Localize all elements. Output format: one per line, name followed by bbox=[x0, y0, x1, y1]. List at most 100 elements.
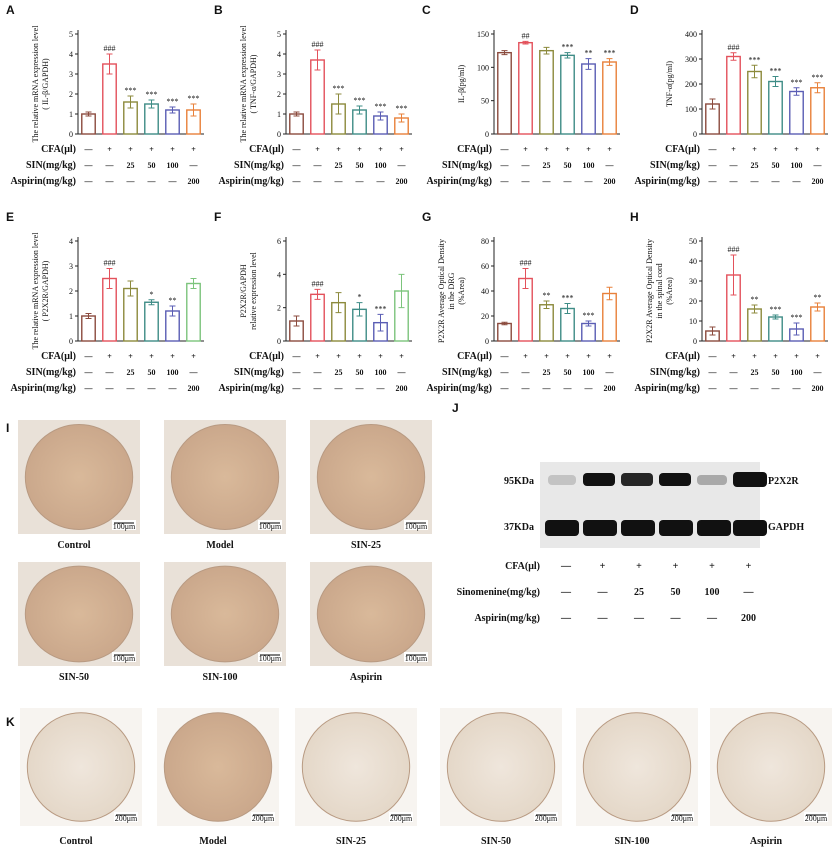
y-tick-label: 0 bbox=[69, 130, 73, 139]
error-bar bbox=[751, 64, 758, 79]
bar bbox=[789, 90, 804, 135]
error-bar bbox=[772, 314, 779, 320]
error-bar bbox=[585, 320, 592, 327]
condition-label: CFA(μl) bbox=[665, 351, 700, 362]
error-bar bbox=[772, 76, 779, 87]
scale-bar-label: 200μm bbox=[535, 814, 558, 823]
error-bar bbox=[585, 58, 592, 70]
y-axis-label: in the DRG bbox=[447, 272, 456, 309]
condition-cell: — bbox=[500, 352, 510, 361]
error-bar bbox=[85, 313, 92, 319]
significance-label: *** bbox=[791, 313, 803, 322]
condition-cell: — bbox=[147, 384, 157, 393]
panel-letter: A bbox=[6, 3, 15, 17]
blot-band bbox=[548, 475, 576, 485]
condition-cell: — bbox=[84, 177, 94, 186]
condition-cell: 100 bbox=[583, 161, 595, 170]
ihc-tissue bbox=[24, 424, 134, 530]
image-label: SIN-50 bbox=[481, 836, 511, 847]
condition-cell: 50 bbox=[148, 368, 156, 377]
blot-band bbox=[733, 472, 767, 487]
condition-cell: — bbox=[670, 613, 682, 624]
condition-cell: + bbox=[544, 352, 549, 361]
condition-cell: — bbox=[189, 368, 199, 377]
condition-cell: + bbox=[336, 352, 341, 361]
condition-cell: — bbox=[708, 145, 718, 154]
condition-cell: 200 bbox=[396, 177, 408, 186]
condition-cell: 200 bbox=[812, 177, 824, 186]
scale-bar-box bbox=[258, 520, 282, 530]
condition-cell: + bbox=[378, 352, 383, 361]
y-tick-label: 20 bbox=[481, 312, 489, 321]
y-axis-label: (%Area) bbox=[457, 277, 466, 305]
y-tick-label: 0 bbox=[693, 337, 697, 346]
significance-label: *** bbox=[749, 55, 761, 64]
condition-cell: — bbox=[708, 384, 718, 393]
condition-cell: — bbox=[313, 384, 323, 393]
error-bar bbox=[793, 322, 800, 336]
condition-label: CFA(μl) bbox=[249, 144, 284, 155]
y-tick-label: 0 bbox=[693, 130, 697, 139]
y-axis-label: ( P2X2R/GAPDH) bbox=[41, 260, 50, 321]
condition-cell: — bbox=[84, 145, 94, 154]
condition-cell: — bbox=[542, 384, 552, 393]
significance-label: *** bbox=[791, 78, 803, 87]
scale-bar-box bbox=[258, 652, 282, 662]
significance-label: *** bbox=[562, 294, 574, 303]
error-bar bbox=[543, 300, 550, 309]
condition-cell: + bbox=[673, 561, 679, 572]
condition-cell: 25 bbox=[543, 161, 551, 170]
condition-cell: — bbox=[355, 177, 365, 186]
condition-cell: 100 bbox=[375, 368, 387, 377]
y-tick-label: 40 bbox=[689, 257, 697, 266]
y-tick-label: 40 bbox=[481, 287, 489, 296]
scale-bar-label: 100μm bbox=[405, 522, 428, 531]
condition-cell: + bbox=[107, 352, 112, 361]
condition-cell: — bbox=[813, 161, 823, 170]
significance-label: *** bbox=[583, 311, 595, 320]
image-label: Aspirin bbox=[750, 836, 783, 847]
condition-label: CFA(μl) bbox=[665, 144, 700, 155]
error-bar bbox=[814, 82, 821, 94]
condition-cell: — bbox=[605, 368, 615, 377]
blot-band bbox=[697, 475, 727, 485]
condition-cell: + bbox=[815, 145, 820, 154]
condition-cell: + bbox=[399, 145, 404, 154]
significance-label: *** bbox=[167, 97, 179, 106]
bar bbox=[310, 293, 325, 342]
bar bbox=[768, 316, 783, 342]
condition-cell: — bbox=[500, 368, 510, 377]
condition-cell: + bbox=[128, 352, 133, 361]
condition-cell: 200 bbox=[812, 384, 824, 393]
error-bar bbox=[501, 50, 508, 56]
condition-cell: — bbox=[750, 384, 760, 393]
spinal-tissue bbox=[26, 712, 136, 822]
condition-cell: — bbox=[168, 384, 178, 393]
condition-cell: + bbox=[191, 352, 196, 361]
condition-cell: + bbox=[107, 145, 112, 154]
condition-cell: — bbox=[84, 368, 94, 377]
significance-label: *** bbox=[146, 90, 158, 99]
y-tick-label: 2 bbox=[69, 287, 73, 296]
y-tick-label: 0 bbox=[485, 337, 489, 346]
significance-label: *** bbox=[125, 86, 137, 95]
condition-cell: — bbox=[605, 161, 615, 170]
y-axis-label: ( TNF-α/GAPDH) bbox=[249, 54, 258, 113]
condition-cell: + bbox=[170, 352, 175, 361]
bar bbox=[810, 306, 825, 342]
panel-letter: B bbox=[214, 3, 223, 17]
error-bar bbox=[730, 52, 737, 61]
chart-panel: A The relative mRNA expression level( IL-… bbox=[6, 3, 204, 187]
y-tick-label: 50 bbox=[481, 97, 489, 106]
significance-label: ** bbox=[169, 296, 177, 305]
condition-cell: + bbox=[170, 145, 175, 154]
condition-cell: 100 bbox=[583, 368, 595, 377]
condition-cell: — bbox=[292, 177, 302, 186]
error-bar bbox=[169, 106, 176, 114]
error-bar bbox=[730, 254, 737, 296]
condition-cell: 50 bbox=[564, 368, 572, 377]
condition-cell: — bbox=[84, 161, 94, 170]
error-bar bbox=[377, 313, 384, 332]
condition-cell: — bbox=[750, 177, 760, 186]
condition-cell: — bbox=[708, 177, 718, 186]
